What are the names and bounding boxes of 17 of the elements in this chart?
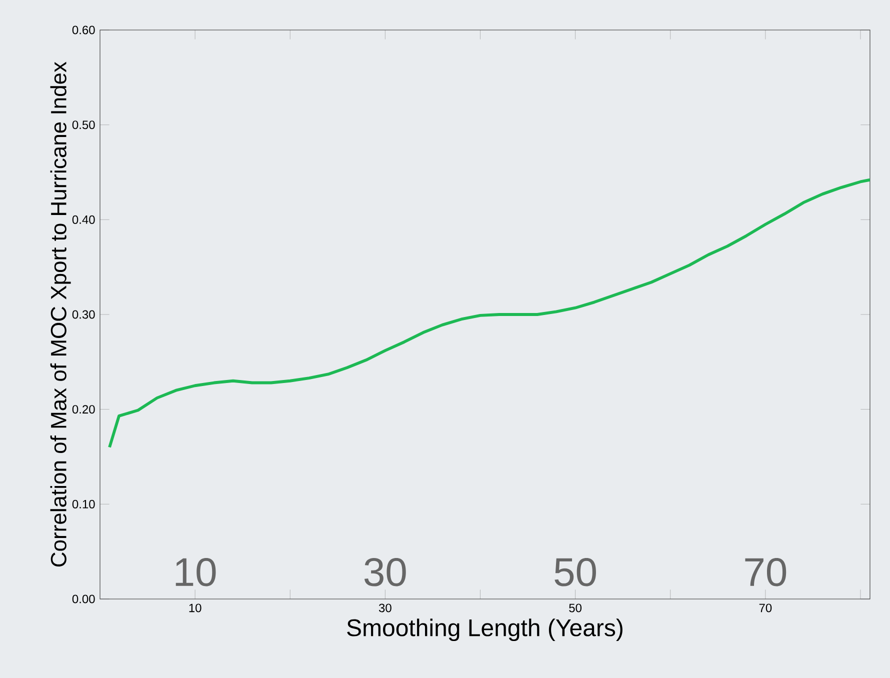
y-tick-label: 0.50 <box>72 120 95 130</box>
y-tick-label: 0.30 <box>72 310 95 319</box>
text: 30 <box>378 604 392 612</box>
y-tick-label: 0.60 <box>72 26 95 34</box>
x-tick-label: 50 <box>554 558 596 586</box>
x-axis-title: Smoothing Length (Years) <box>347 618 622 642</box>
y-tick-label: 0.20 <box>72 405 95 414</box>
text: 50 <box>569 604 582 612</box>
text: 10 <box>189 604 202 612</box>
y-axis-title: Correlation of Max of MOC Xport to Hurricane Index <box>50 62 71 566</box>
y-tick-label: 0.10 <box>72 500 95 508</box>
x-tick-label: 10 <box>176 558 216 586</box>
text: 70 <box>759 604 772 612</box>
x-tick-label: 30 <box>364 558 406 586</box>
y-tick-label: 0.40 <box>72 215 95 224</box>
x-tick-label: 70 <box>745 558 786 586</box>
y-tick-label: 0.00 <box>72 594 95 604</box>
